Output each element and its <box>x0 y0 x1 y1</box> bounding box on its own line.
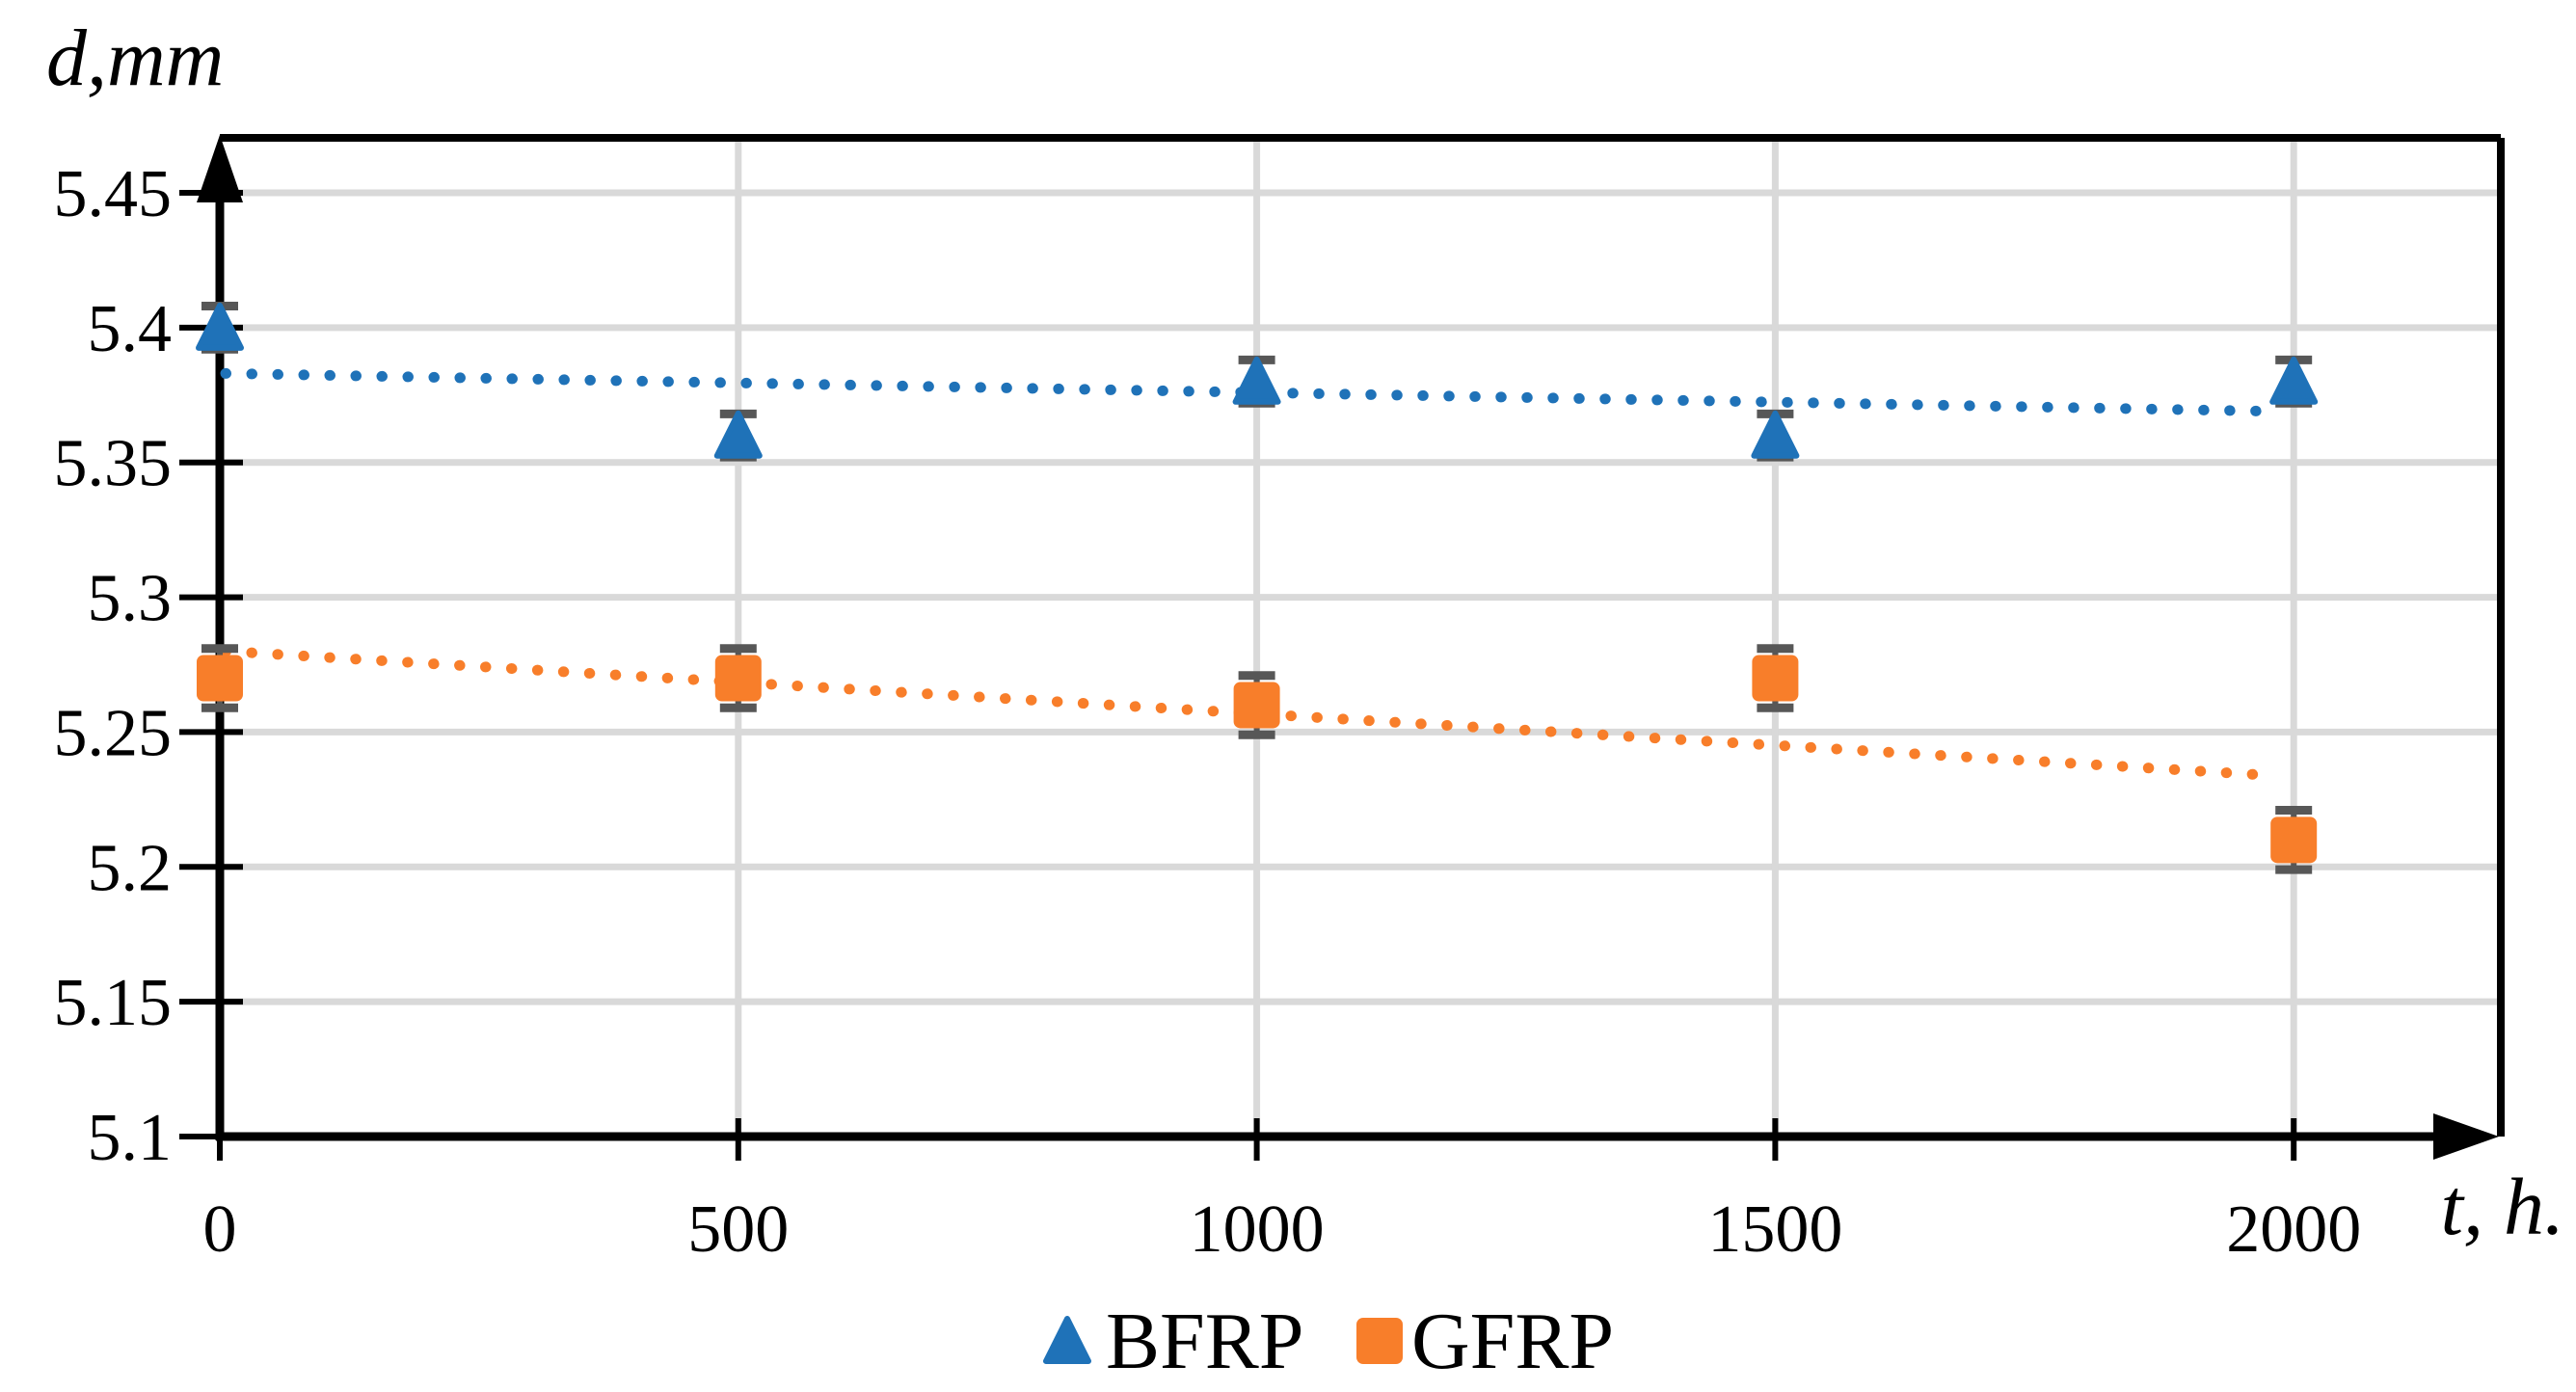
bfrp-data-point <box>196 302 244 351</box>
gfrp-data-point <box>197 655 243 702</box>
plot-borders <box>220 134 2505 1137</box>
y-tick-label: 5.2 <box>88 831 173 905</box>
x-tick-label: 0 <box>203 1192 237 1267</box>
x-tick-label: 500 <box>687 1192 789 1267</box>
legend-label-gfrp: GFRP <box>1411 1297 1614 1386</box>
y-tick-label: 5.3 <box>88 562 173 636</box>
bfrp-data-point <box>1232 356 1281 405</box>
gfrp-data-point <box>714 655 762 702</box>
y-axis-title: d,mm <box>46 13 224 103</box>
y-tick-label: 5.15 <box>54 966 173 1040</box>
bfrp-data-point <box>1751 410 1800 459</box>
x-tick-label: 1000 <box>1190 1192 1325 1267</box>
data-markers <box>196 302 2319 864</box>
gfrp-data-point <box>1233 682 1280 729</box>
bfrp-data-point <box>713 410 763 459</box>
legend-label-bfrp: BFRP <box>1106 1297 1304 1386</box>
legend-marker-bfrp <box>1043 1316 1091 1364</box>
axis-tick-labels: 5.45 5.4 5.35 5.3 5.25 5.2 5.15 5.1 0 500 1000 1500… <box>54 157 2362 1267</box>
y-tick-label: 5.45 <box>54 157 173 231</box>
axis-ticks <box>179 190 2297 1161</box>
gridlines <box>224 142 2497 1133</box>
trendlines <box>220 367 2273 781</box>
x-tick-label: 2000 <box>2226 1192 2361 1267</box>
x-axis-arrow <box>2433 1113 2499 1160</box>
x-axis-title: t, h. <box>2441 1163 2564 1252</box>
gfrp-trendline <box>220 646 2273 781</box>
x-tick-label: 1500 <box>1707 1192 1842 1267</box>
y-tick-label: 5.4 <box>88 292 173 366</box>
bfrp-data-point <box>2269 356 2319 405</box>
legend: BFRP GFRP <box>1043 1297 1614 1386</box>
y-tick-label: 5.1 <box>88 1101 173 1175</box>
gfrp-data-point <box>2270 816 2318 864</box>
gfrp-data-point <box>1752 655 1799 702</box>
y-axis-arrow <box>197 135 243 202</box>
y-tick-label: 5.35 <box>54 427 173 501</box>
axes <box>197 135 2499 1160</box>
bfrp-trendline <box>220 367 2273 417</box>
legend-marker-gfrp <box>1356 1318 1403 1364</box>
y-tick-label: 5.25 <box>54 696 173 770</box>
